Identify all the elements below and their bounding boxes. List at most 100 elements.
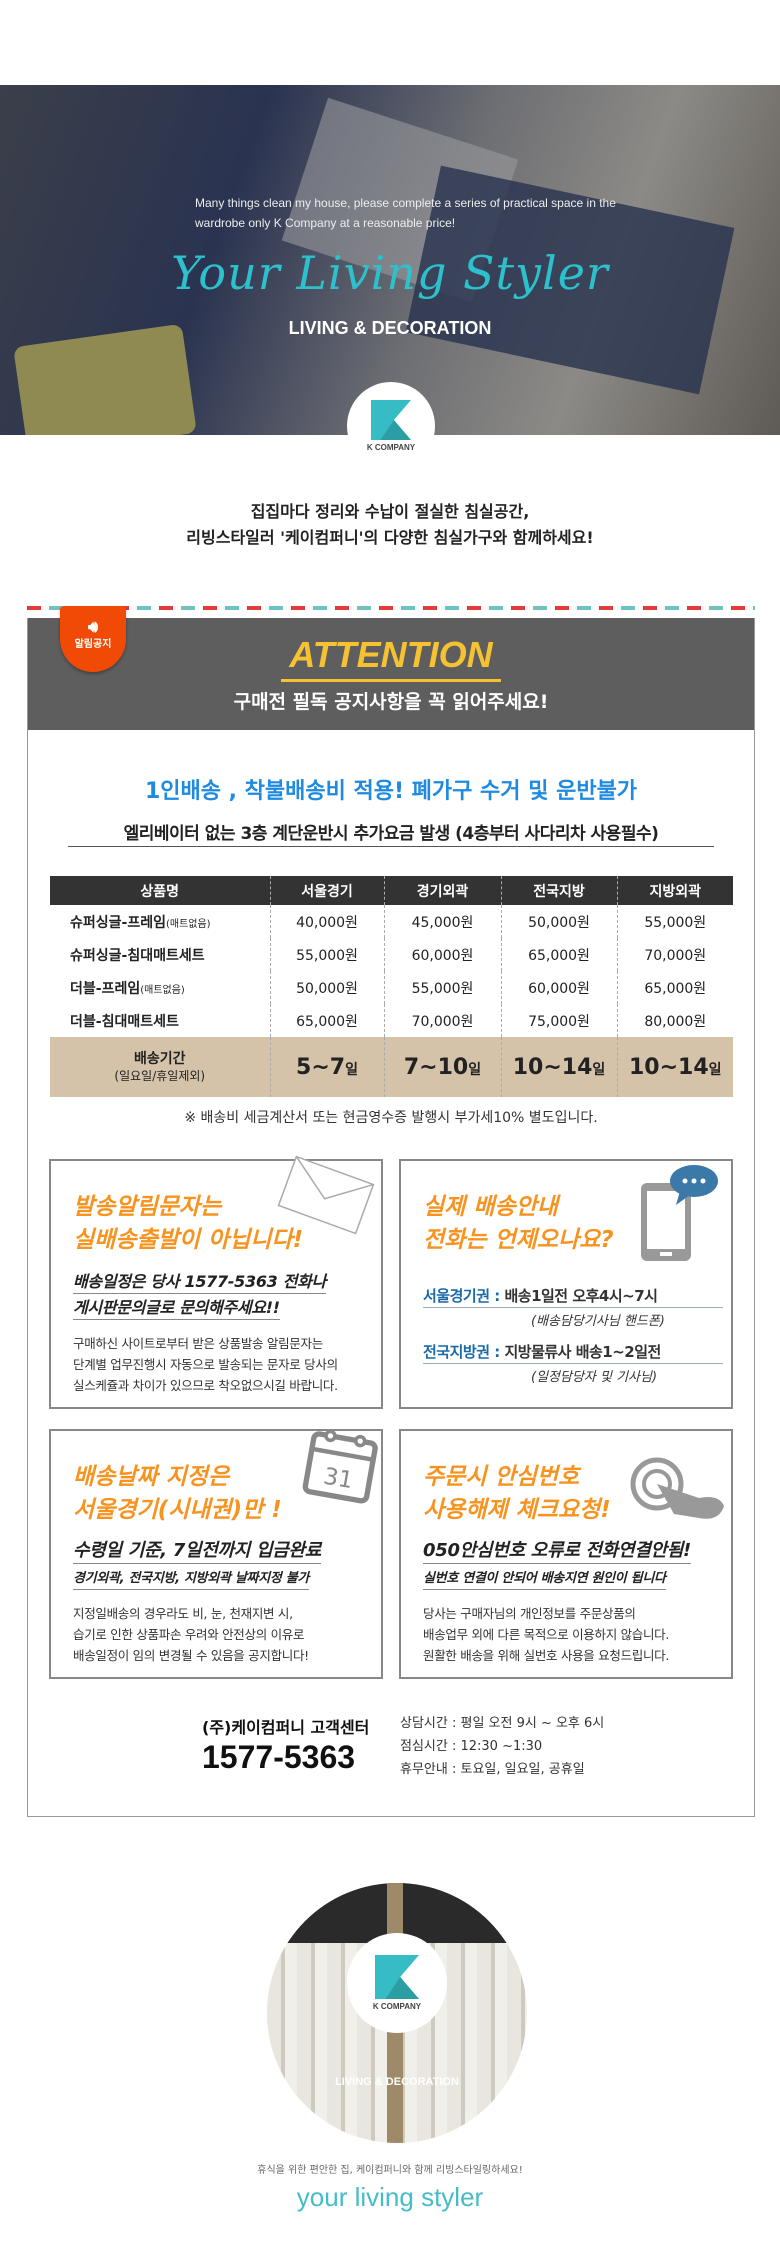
calendar-icon: 31 <box>302 1429 378 1504</box>
table-row: 더블-침대매트세트 65,000원 70,000원 75,000원 80,000… <box>50 1004 733 1037</box>
body-line: 배송업무 외에 다른 목적으로 이용하지 않습니다. <box>423 1627 670 1642</box>
k-company-logo: K COMPANY <box>347 382 435 470</box>
product-name: 더블-프레임(매트없음) <box>50 971 270 1004</box>
card-title-line: 서울경기(시내권)만 ! <box>73 1497 282 1523</box>
airmail-divider <box>27 606 755 610</box>
region-seoul: 서울경기권 : 배송1일전 오후4시~7시 <box>423 1285 723 1308</box>
body-line: 당사는 구매자님의 개인정보를 주문상품의 <box>423 1606 636 1621</box>
hand-tap-icon <box>630 1457 724 1519</box>
notice-headline: 1인배송 , 착불배송비 적용! 폐가구 수거 및 운반불가 <box>144 779 638 804</box>
attention-underline <box>281 679 501 682</box>
vat-note: ※ 배송비 세금계산서 또는 현금영수증 발행시 부가세10% 별도입니다. <box>184 1110 598 1126</box>
region-note: (일정담당자 및 기사님) <box>531 1370 658 1385</box>
table-row: 슈퍼싱글-프레임(매트없음) 40,000원 45,000원 50,000원 5… <box>50 905 733 938</box>
region-text: 지방물류사 배송1~2일전 <box>504 1343 661 1361</box>
price: 65,000원 <box>500 938 617 971</box>
phone-chat-icon <box>641 1165 718 1261</box>
hero-banner: Many things clean my house, please compl… <box>0 85 780 435</box>
body-line: 지정일배송의 경우라도 비, 눈, 천재지변 시, <box>73 1606 293 1621</box>
footer-script: your living styler <box>296 2182 484 2212</box>
period-unit: 일 <box>468 1061 482 1078</box>
col-gyeonggi-outer: 경기외곽 <box>383 876 501 905</box>
price: 40,000원 <box>269 905 384 938</box>
card-title-line: 사용해제 체크요청! <box>423 1497 611 1523</box>
card-sms-notice: 발송알림문자는 실배송출발이 아닙니다! 배송일정은 당사 1577-5363 전… <box>49 1155 383 1409</box>
price: 45,000원 <box>383 905 501 938</box>
hero-photo-cushion <box>13 323 197 435</box>
delivery-period: 7~10일 <box>383 1037 501 1097</box>
region-text: 배송1일전 오후4시~7시 <box>504 1287 658 1305</box>
price: 55,000원 <box>383 971 501 1004</box>
card-title-line: 전화는 언제오나요? <box>423 1227 614 1253</box>
customer-center-hours: 상담시간 : 평일 오전 9시 ~ 오후 6시 점심시간 : 12:30 ~1:… <box>400 1712 604 1781</box>
card-date-designation: 31 배송날짜 지정은 서울경기(시내권)만 ! 수령일 기준, 7일전까지 입금… <box>49 1429 383 1679</box>
card-title-line: 실제 배송안내 <box>423 1194 558 1220</box>
period-value: 7~10 <box>403 1054 469 1080</box>
product-note: (매트없음) <box>140 984 185 996</box>
attention-subtitle: 구매전 필독 공지사항을 꼭 읽어주세요! <box>233 691 549 713</box>
region-sep: : <box>489 1343 505 1361</box>
price: 65,000원 <box>269 1004 384 1037</box>
price: 50,000원 <box>500 905 617 938</box>
product-label: 슈퍼싱글-프레임 <box>70 914 166 931</box>
body-line: 원활한 배송을 위해 실번호 사용을 요청드립니다. <box>423 1648 670 1663</box>
region-label: 서울경기권 <box>423 1287 490 1305</box>
customer-center-title: (주)케이컴퍼니 고객센터 <box>202 1718 370 1737</box>
body-line: 실스케쥴과 차이가 있으므로 착오없으시길 바랍니다. <box>73 1378 338 1393</box>
k-logo-icon <box>371 400 411 440</box>
card-body: 지정일배송의 경우라도 비, 눈, 천재지변 시, 습기로 인한 상품파손 우려와… <box>73 1603 309 1666</box>
attention-title: ATTENTION <box>289 634 493 675</box>
region-sep: : <box>489 1287 505 1305</box>
logo-text: K COMPANY <box>366 443 416 452</box>
customer-center-phone[interactable]: 1577-5363 <box>202 1739 356 1775</box>
delivery-label: 배송기간 (일요일/휴일제외) <box>50 1037 270 1097</box>
product-name: 슈퍼싱글-침대매트세트 <box>70 947 205 964</box>
card-title-line: 실배송출발이 아닙니다! <box>73 1227 304 1253</box>
body-line: 습기로 인한 상품파손 우려와 안전상의 이유로 <box>73 1627 305 1642</box>
price: 60,000원 <box>500 971 617 1004</box>
price: 75,000원 <box>500 1004 617 1037</box>
notice-badge: 🔊︎ 알림공지 <box>60 606 126 672</box>
product-note: (매트없음) <box>165 918 211 930</box>
table-row: 슈퍼싱글-침대매트세트 55,000원 60,000원 65,000원 70,0… <box>50 938 733 971</box>
table-row: 더블-프레임(매트없음) 50,000원 55,000원 60,000원 65,… <box>50 971 733 1004</box>
card-safe-number: 주문시 안심번호 사용해제 체크요청! 050안심번호 오류로 전화연결안됨! 실… <box>399 1429 733 1679</box>
delivery-period: 10~14일 <box>616 1037 733 1097</box>
body-line: 배송일정이 임의 변경될 수 있음을 공지합니다! <box>73 1648 309 1663</box>
period-value: 10~14 <box>628 1054 709 1080</box>
body-line: 구매하신 사이트로부터 받은 상품발송 알림문자는 <box>73 1336 323 1351</box>
price: 55,000원 <box>269 938 384 971</box>
envelope-icon <box>277 1155 375 1235</box>
price: 65,000원 <box>616 971 733 1004</box>
table-header-row: 상품명 서울경기 경기외곽 전국지방 지방외곽 <box>50 876 733 905</box>
period-unit: 일 <box>708 1061 722 1078</box>
body-line: 단계별 업무진행시 자동으로 발송되는 문자로 당사의 <box>73 1357 338 1372</box>
period-unit: 일 <box>345 1061 358 1078</box>
product-name: 더블-침대매트세트 <box>70 1013 179 1030</box>
notice-subheadline: 엘리베이터 없는 3층 계단운반시 추가요금 발생 (4층부터 사다리차 사용필… <box>68 822 714 847</box>
price: 60,000원 <box>383 938 501 971</box>
calendar-day: 31 <box>321 1464 354 1495</box>
period-value: 10~14 <box>512 1054 593 1080</box>
notice-header: ATTENTION 구매전 필독 공지사항을 꼭 읽어주세요! <box>28 618 754 730</box>
card-title-line: 주문시 안심번호 <box>423 1464 580 1490</box>
hours-line: 휴무안내 : 토요일, 일요일, 공휴일 <box>400 1762 585 1777</box>
period-value: 5~7 <box>296 1054 346 1080</box>
speaker-icon: 🔊︎ <box>87 617 99 636</box>
card-subheading: 실번호 연결이 안되어 배송지연 원인이 됩니다 <box>423 1569 666 1590</box>
product-name: 슈퍼싱글-프레임(매트없음) <box>50 905 270 938</box>
price: 70,000원 <box>383 1004 501 1037</box>
price: 70,000원 <box>616 938 733 971</box>
region-national: 전국지방권 : 지방물류사 배송1~2일전 <box>423 1341 723 1364</box>
footer-subtitle: LIVING & DECORATION <box>335 2076 459 2088</box>
logo-text: K COMPANY <box>372 2002 422 2011</box>
footer-tagline: 휴식을 위한 편안한 집, 케이컴퍼니와 함께 리빙스타일링하세요! <box>257 2165 523 2176</box>
card-title-line: 배송날짜 지정은 <box>73 1464 230 1490</box>
card-delivery-call: 실제 배송안내 전화는 언제오나요? 서울경기권 : 배송1일전 오후4시~7시 … <box>399 1159 733 1409</box>
delivery-label-note: (일요일/휴일제외) <box>114 1069 206 1083</box>
hours-line: 점심시간 : 12:30 ~1:30 <box>400 1739 543 1754</box>
